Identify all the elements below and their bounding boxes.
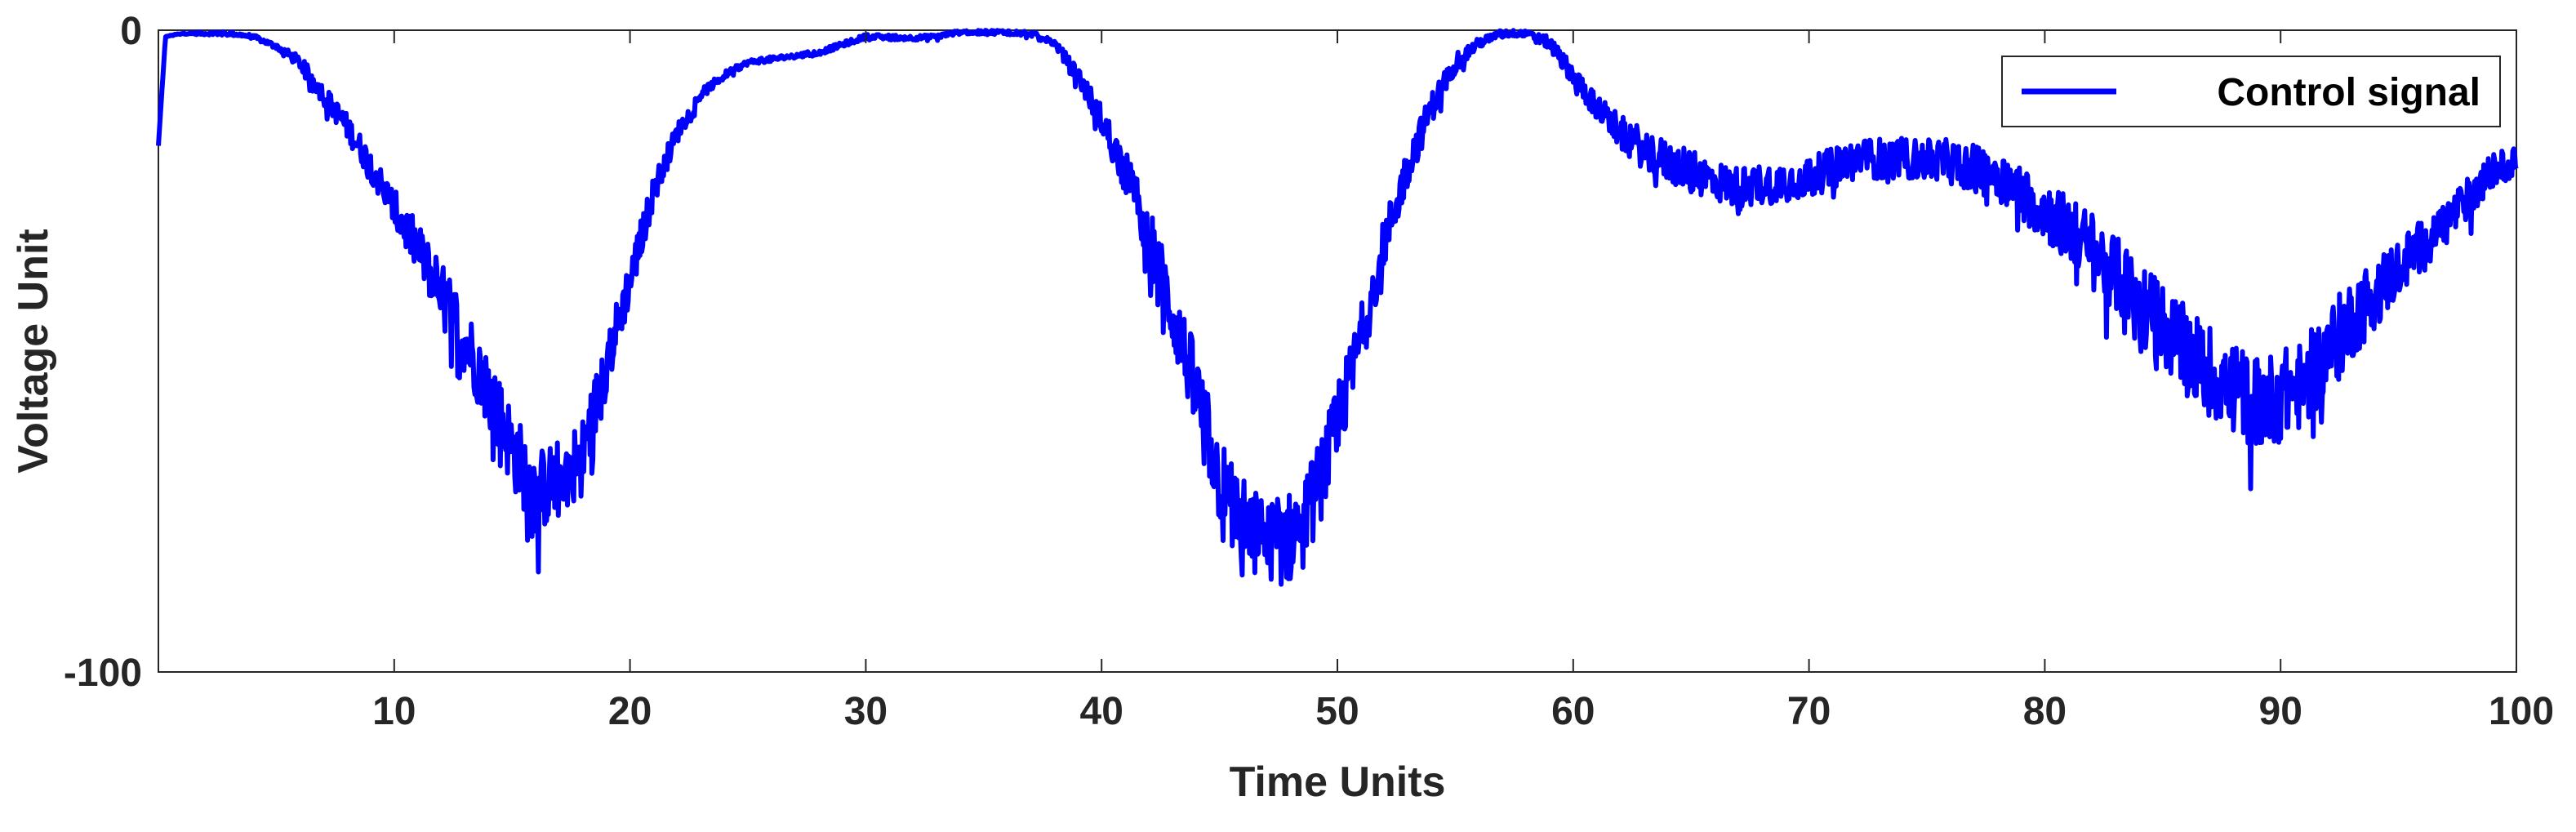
series-line-control-signal [156,28,2519,587]
x-tick-label: 90 [2259,690,2302,733]
y-axis-ticks: -100 0 [64,10,2516,695]
legend: Control signal [2001,56,2501,127]
y-tick-label: -100 [64,652,142,695]
x-tick-label: 70 [1787,690,1831,733]
y-tick-label: 0 [120,10,142,53]
y-axis-label: Voltage Unit [10,229,57,473]
x-tick-label: 30 [844,690,888,733]
x-axis-ticks: 10 20 30 40 50 60 70 80 90 100 [372,30,2554,733]
x-tick-label: 100 [2489,690,2554,733]
x-tick-label: 40 [1080,690,1123,733]
x-tick-label: 20 [608,690,652,733]
x-tick-label: 50 [1315,690,1359,733]
x-tick-label: 60 [1551,690,1595,733]
x-tick-label: 80 [2023,690,2067,733]
plot-area [158,29,2517,673]
x-tick-label: 10 [372,690,416,733]
series-group [156,28,2519,587]
legend-label-control-signal: Control signal [2217,71,2480,114]
x-axis-label: Time Units [1230,759,1446,806]
